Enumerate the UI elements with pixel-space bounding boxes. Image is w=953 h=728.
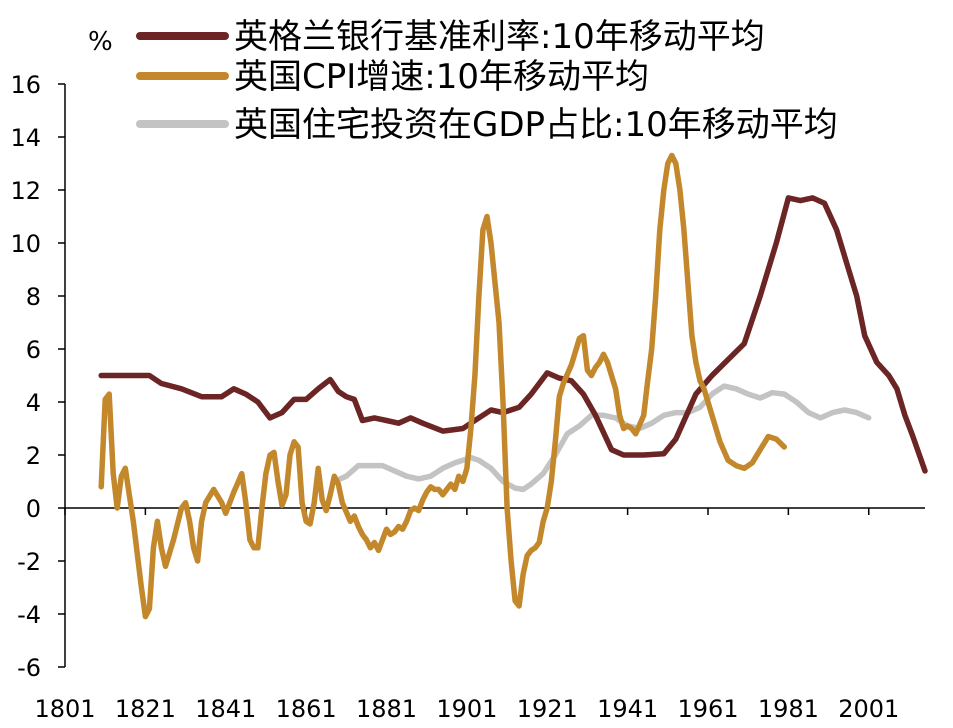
series-line-3 (331, 383, 872, 493)
axes: 16 14 12 10 8 6 4 2 0 -2 -4 -6 1801 1821 1841 1861 1881 1… (10, 71, 925, 723)
x-tick-label: 1941 (597, 695, 658, 723)
y-tick-label: -4 (17, 601, 41, 629)
x-tick-label: 1881 (356, 695, 417, 723)
y-tick-label: 6 (26, 336, 41, 364)
y-tick-label: -2 (17, 548, 41, 576)
y-unit-label: % (88, 27, 113, 57)
y-tick-label: 2 (26, 442, 41, 470)
y-tick-label: 14 (10, 124, 41, 152)
legend-label-1: 英格兰银行基准利率:10年移动平均 (234, 17, 765, 57)
series-line-1 (98, 195, 928, 474)
legend: 英格兰银行基准利率:10年移动平均英国CPI增速:10年移动平均英国住宅投资在G… (136, 17, 838, 145)
y-tick-label: 16 (10, 71, 41, 99)
y-tick-label: 0 (26, 495, 41, 523)
x-tick-label: 1981 (758, 695, 819, 723)
x-tick-label: 1901 (436, 695, 497, 723)
legend-label-3: 英国住宅投资在GDP占比:10年移动平均 (234, 105, 838, 145)
y-tick-label: 10 (10, 230, 41, 258)
x-tick-label: 1841 (195, 695, 256, 723)
y-tick-label: 8 (26, 283, 41, 311)
x-tick-label: 1861 (276, 695, 337, 723)
x-tick-label: 1821 (115, 695, 176, 723)
y-tick-label: -6 (17, 654, 41, 682)
legend-label-2: 英国CPI增速:10年移动平均 (234, 57, 649, 97)
y-tick-label: 12 (10, 177, 41, 205)
y-tick-label: 4 (26, 389, 41, 417)
series-layer (98, 152, 928, 620)
x-tick-label: 1961 (677, 695, 738, 723)
series-line-2 (98, 152, 788, 620)
x-tick-label: 2001 (838, 695, 899, 723)
x-tick-label: 1801 (34, 695, 95, 723)
x-tick-label: 1921 (517, 695, 578, 723)
